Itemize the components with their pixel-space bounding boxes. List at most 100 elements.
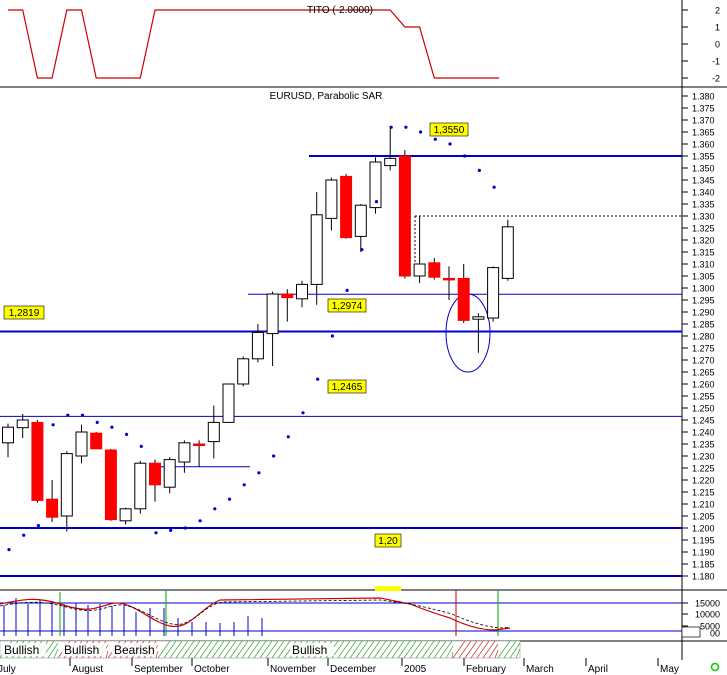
trend-hatch xyxy=(503,640,517,659)
trend-label-bg xyxy=(62,643,106,656)
price-tick-label: 1.180 xyxy=(692,572,715,582)
trend-hatch xyxy=(253,640,267,659)
price-tick-label: 1.200 xyxy=(692,524,715,534)
price-tick-label: 1.380 xyxy=(692,92,715,102)
sar-dot xyxy=(242,483,246,487)
time-label: March xyxy=(526,664,554,675)
candle-bullish xyxy=(472,316,485,320)
price-tick-label: 1.335 xyxy=(692,200,715,210)
candle-bearish xyxy=(281,293,294,299)
price-tick-label: 1.295 xyxy=(692,296,715,306)
time-label: April xyxy=(588,664,608,675)
trend-label: Bullish xyxy=(4,643,39,657)
sar-dot xyxy=(22,533,26,537)
sar-dot xyxy=(360,248,364,252)
sar-dot xyxy=(154,531,158,535)
level-label: 1,2974 xyxy=(332,301,363,312)
sar-dot xyxy=(257,471,261,475)
price-axis: 1.380 1.375 1.370 1.365 1.360 1.355 1.350 1.345… xyxy=(682,92,715,582)
sar-dot xyxy=(301,411,305,415)
trend-hatch xyxy=(439,640,453,659)
candle-bearish xyxy=(398,155,411,277)
indicator-panel: 2 1 0 -1 -2 xyxy=(8,6,720,84)
price-tick-label: 1.235 xyxy=(692,440,715,450)
candle-bullish xyxy=(384,157,397,167)
price-tick-label: 1.345 xyxy=(692,176,715,186)
volume-tick-label: 5000 xyxy=(700,622,720,632)
price-tick-label: 1.350 xyxy=(692,164,715,174)
level-label: 1,20 xyxy=(378,536,398,547)
price-tick-label: 1.275 xyxy=(692,344,715,354)
volume-tick-label: 10000 xyxy=(695,610,720,620)
trend-hatch xyxy=(175,640,189,659)
price-tick-label: 1.185 xyxy=(692,560,715,570)
legend-swatch xyxy=(681,626,701,638)
candle-bearish xyxy=(90,432,103,450)
price-tick-label: 1.255 xyxy=(692,392,715,402)
trend-hatch xyxy=(205,640,219,659)
trend-hatch xyxy=(391,640,405,659)
indicator-tick-label: 2 xyxy=(715,6,720,16)
candle-bearish xyxy=(31,421,44,501)
price-tick-label: 1.290 xyxy=(692,308,715,318)
volume-tick-label: 15000 xyxy=(695,599,720,609)
sar-dot xyxy=(36,524,41,528)
trend-hatch xyxy=(379,640,393,659)
candlesticks xyxy=(2,126,514,532)
trend-hatch xyxy=(385,640,399,659)
status-icon[interactable] xyxy=(710,662,720,672)
trend-hatch xyxy=(409,640,423,659)
candle-bearish xyxy=(149,462,161,486)
time-label: July xyxy=(0,664,16,675)
trend-hatch xyxy=(229,640,243,659)
trend-hatch xyxy=(169,640,183,659)
level-label: 1,2819 xyxy=(9,308,40,319)
sar-dot xyxy=(433,137,437,141)
level-labels: 1,3550 1,2974 1,2819 1,2465 1,20 xyxy=(3,122,469,591)
trend-label: Bullish xyxy=(292,643,327,657)
sar-dot xyxy=(316,377,320,381)
trend-hatch xyxy=(367,640,381,659)
parabolic-sar-dots xyxy=(7,125,496,552)
trend-hatch xyxy=(361,640,375,659)
tito-line xyxy=(8,9,500,79)
indicator-tick-label: -1 xyxy=(712,57,720,67)
price-tick-label: 1.375 xyxy=(692,104,715,114)
candle-bullish xyxy=(487,267,500,319)
trend-hatch xyxy=(470,640,484,659)
sar-dot xyxy=(80,413,85,417)
sar-dot xyxy=(345,288,349,292)
sar-dot xyxy=(139,444,143,448)
trend-label: Bearish xyxy=(114,643,155,657)
trend-hatch xyxy=(509,642,521,659)
sar-dot xyxy=(492,185,496,189)
candle-bearish xyxy=(104,449,117,521)
price-tick-label: 1.240 xyxy=(692,428,715,438)
price-tick-label: 1.210 xyxy=(692,500,715,510)
trend-hatch xyxy=(155,650,159,659)
candle-bullish xyxy=(413,263,426,277)
sar-dot xyxy=(110,425,114,429)
trend-hatch xyxy=(247,640,261,659)
trend-hatch xyxy=(199,640,213,659)
trend-hatch xyxy=(337,640,351,659)
level-label-box xyxy=(429,122,469,137)
trend-hatch xyxy=(488,643,499,659)
sar-dot xyxy=(198,519,202,523)
time-label: February xyxy=(466,664,506,675)
candle-bullish xyxy=(266,293,279,335)
candle-bearish xyxy=(340,175,353,239)
price-tick-label: 1.285 xyxy=(692,320,715,330)
level-lines xyxy=(0,155,682,577)
price-tick-label: 1.225 xyxy=(692,464,715,474)
candle-bullish xyxy=(2,426,14,444)
trend-hatch xyxy=(497,640,511,659)
trend-hatch xyxy=(105,650,109,659)
sar-dot xyxy=(125,432,129,436)
time-label: September xyxy=(134,664,184,675)
price-tick-label: 1.245 xyxy=(692,416,715,426)
trend-label-bg xyxy=(2,643,46,656)
trend-hatch xyxy=(241,640,255,659)
sar-dot xyxy=(448,142,452,146)
